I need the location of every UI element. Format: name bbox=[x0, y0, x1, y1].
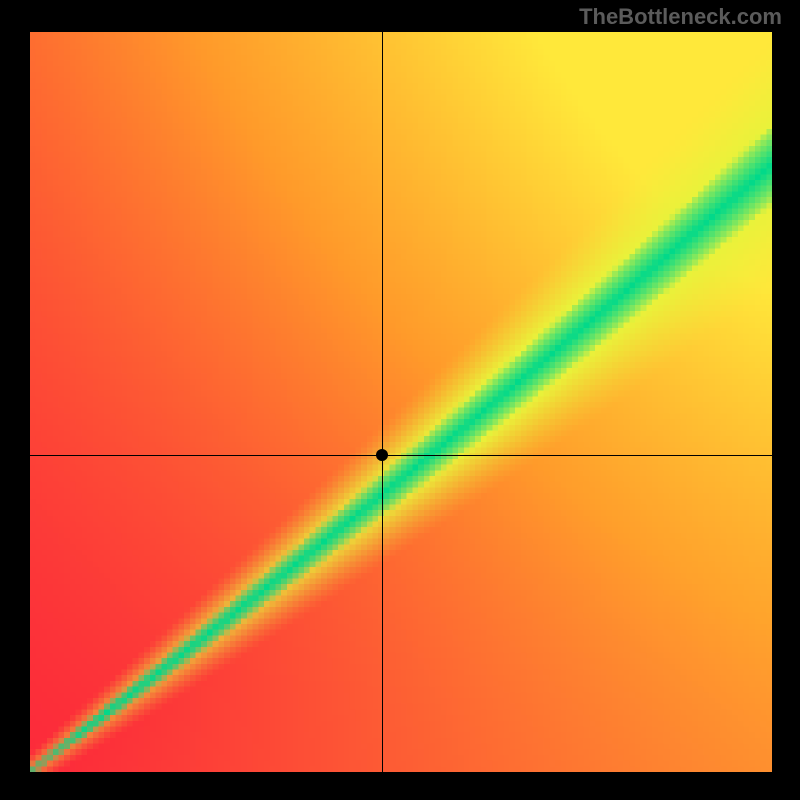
marker-dot bbox=[376, 449, 388, 461]
heatmap-canvas bbox=[30, 32, 772, 772]
watermark-label: TheBottleneck.com bbox=[579, 4, 782, 30]
crosshair-horizontal bbox=[30, 455, 772, 456]
crosshair-vertical bbox=[382, 32, 383, 772]
plot-area bbox=[30, 32, 772, 772]
